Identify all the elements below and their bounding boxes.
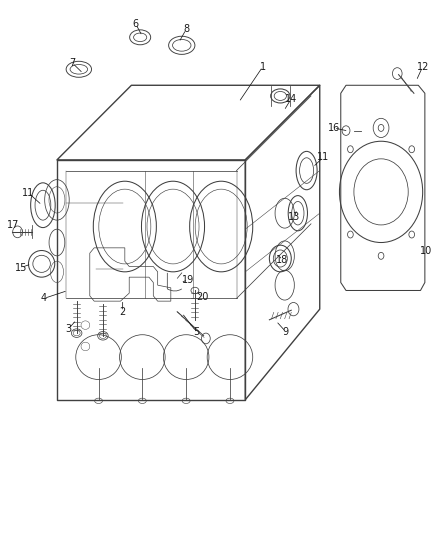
Text: 13: 13 xyxy=(288,213,300,222)
Text: 1: 1 xyxy=(260,62,266,71)
Text: 19: 19 xyxy=(182,275,194,285)
Text: 5: 5 xyxy=(193,327,199,336)
Text: 20: 20 xyxy=(196,292,208,302)
Text: 11: 11 xyxy=(22,188,35,198)
Text: 17: 17 xyxy=(7,220,19,230)
Text: 4: 4 xyxy=(41,294,47,303)
Text: 2: 2 xyxy=(120,307,126,317)
Text: 18: 18 xyxy=(276,255,289,265)
Text: 6: 6 xyxy=(133,19,139,29)
Text: 3: 3 xyxy=(65,325,71,334)
Text: 16: 16 xyxy=(328,123,340,133)
Text: 8: 8 xyxy=(183,25,189,34)
Text: 12: 12 xyxy=(417,62,429,71)
Text: 7: 7 xyxy=(69,58,75,68)
Text: 15: 15 xyxy=(15,263,27,272)
Text: 11: 11 xyxy=(317,152,329,162)
Text: 9: 9 xyxy=(283,327,289,336)
Text: 10: 10 xyxy=(420,246,432,255)
Text: 14: 14 xyxy=(285,94,297,103)
